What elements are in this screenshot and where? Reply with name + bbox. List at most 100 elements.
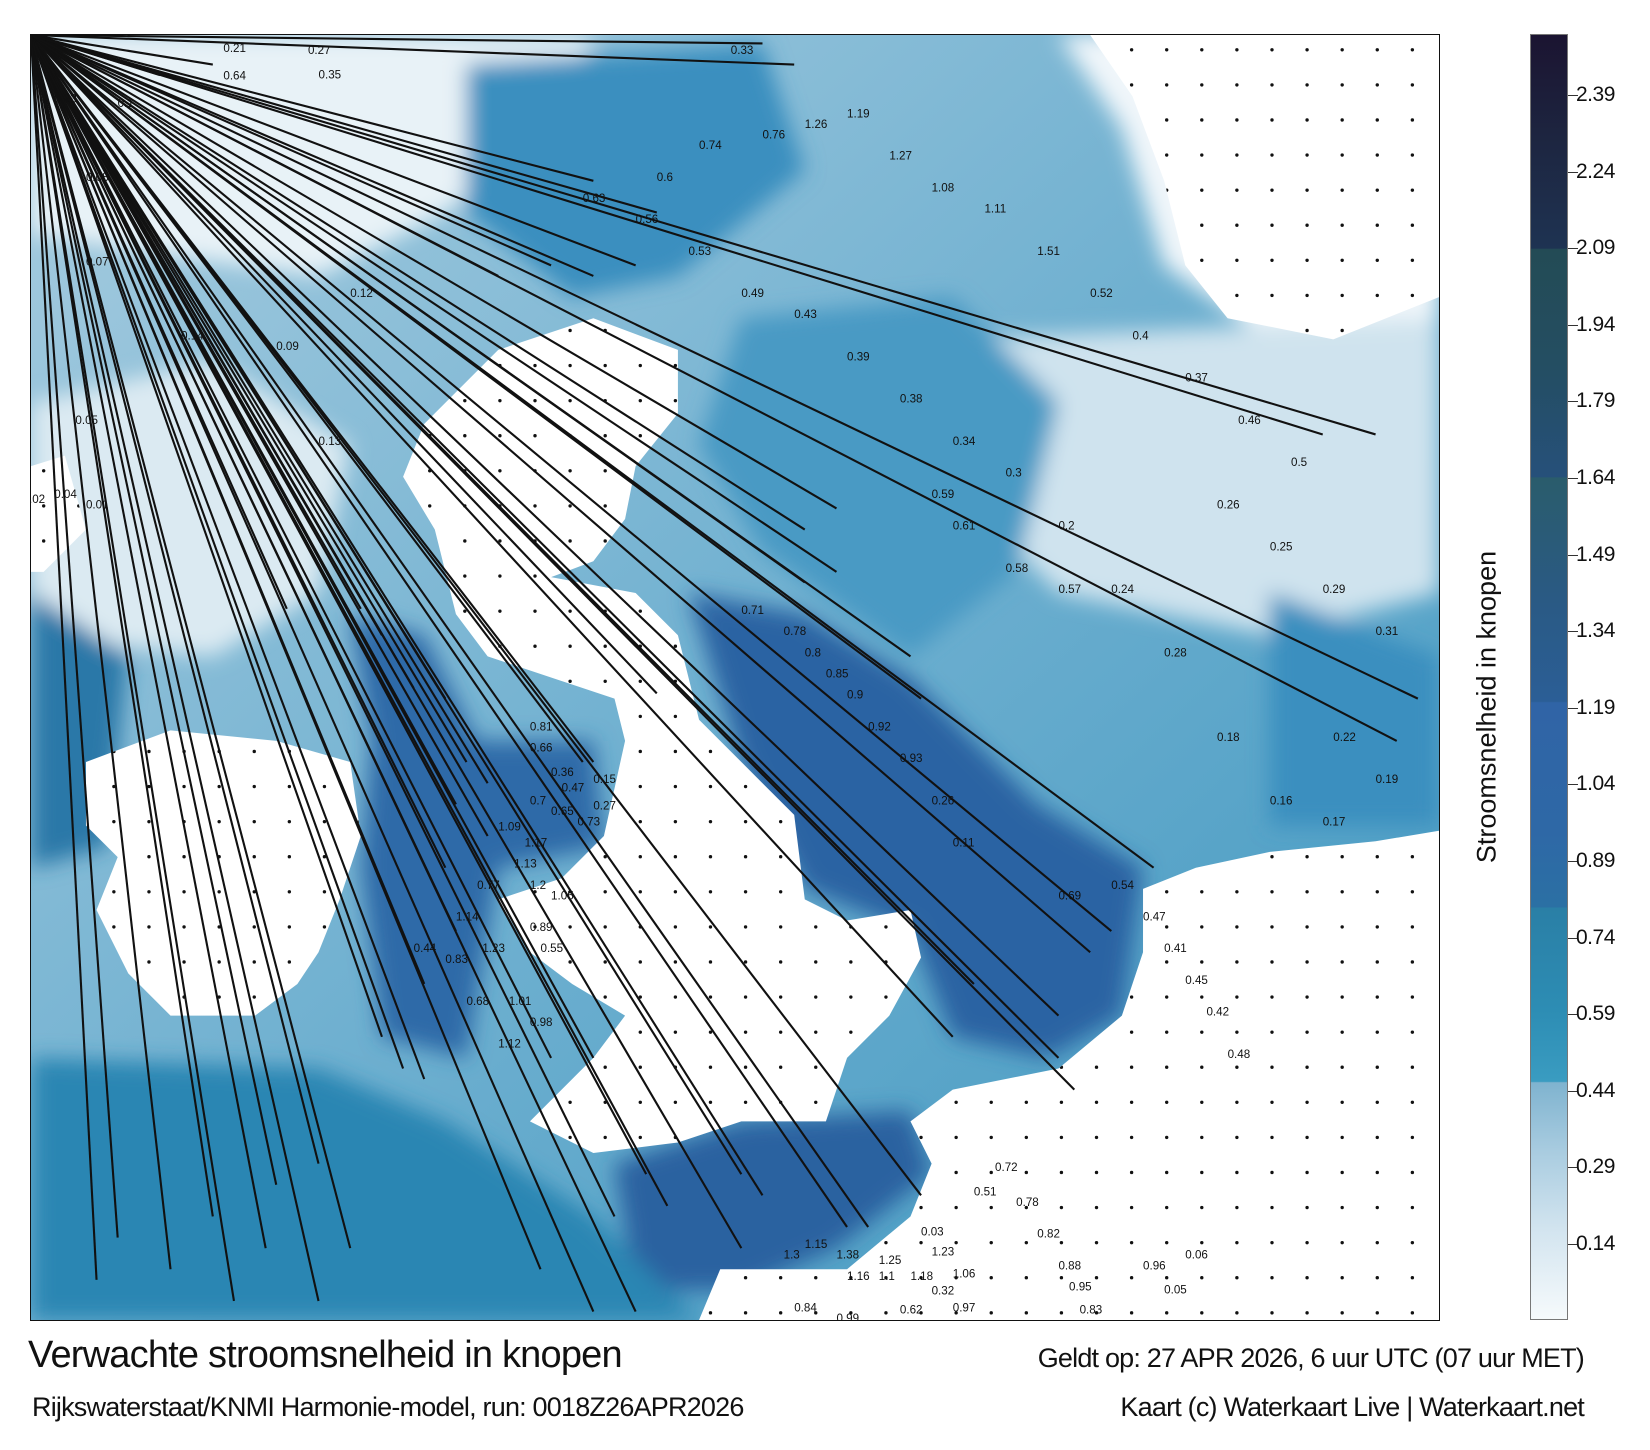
zero-current-dot [147,819,151,824]
colorbar-tick [1568,248,1578,250]
zero-current-dot [989,1170,993,1175]
zero-current-dot [638,1135,642,1140]
zero-current-dot [1165,1276,1169,1280]
current-arrow [31,35,489,784]
land-area [1090,35,1439,340]
zero-current-dot [1059,1170,1064,1175]
zero-current-dot [743,819,748,824]
zero-current-dot [673,644,678,648]
zero-current-dot [1305,328,1309,333]
zero-current-dot [1375,925,1379,929]
zero-current-dot [568,469,572,473]
zero-current-dot [287,925,292,929]
zero-current-dot [1059,1276,1064,1280]
current-arrow [31,35,838,510]
colorbar-tick-label: 0.29 [1576,1155,1615,1179]
current-value-label: 1.08 [932,181,955,194]
zero-current-dot [1340,118,1344,122]
zero-current-dot [41,504,46,508]
zero-current-dot [603,434,607,438]
zero-current-dot [743,960,748,964]
zero-current-dot [1305,153,1309,157]
zero-current-dot [814,960,818,964]
zero-current-dot [1375,995,1379,999]
current-value-label: 0.77 [477,879,500,892]
zero-current-dot [1165,1170,1169,1175]
zero-current-dot [1410,118,1415,122]
current-value-label: 1.12 [498,1037,521,1050]
current-value-label: 1.38 [836,1249,859,1262]
zero-current-dot [1410,1205,1415,1210]
current-value-label: 0.69 [1058,889,1081,902]
zero-current-dot [1305,1135,1309,1140]
zero-current-dot [252,925,256,929]
zero-current-dot [673,995,678,999]
zero-current-dot [954,1205,958,1210]
zero-current-dot [533,574,537,578]
current-value-label: 1.19 [847,107,870,120]
zero-current-dot [814,1100,818,1105]
zero-current-dot [1410,153,1415,157]
current-value-label: 0.03 [921,1225,944,1238]
zero-current-dot [1235,223,1239,227]
zero-current-dot [1270,960,1274,964]
zero-current-dot [1165,1100,1169,1105]
current-value-label: 0.41 [1164,942,1187,955]
zero-current-dot [1165,995,1169,999]
zero-current-dot [778,960,783,964]
zero-current-dot [1165,83,1169,87]
zero-current-dot [1410,48,1415,52]
current-arrow [31,35,912,658]
zero-current-dot [1235,995,1239,999]
current-value-label: 0.13 [319,435,342,448]
zero-current-dot [568,398,572,403]
zero-current-dot [1200,48,1204,52]
zero-current-dot [1200,258,1204,262]
zero-current-dot [603,890,607,894]
zero-current-dot [708,855,713,859]
zero-current-dot [1340,1065,1344,1069]
zero-current-dot [1024,1205,1029,1210]
zero-current-dot [1200,1205,1204,1210]
current-value-label: 0.48 [1228,1048,1251,1061]
zero-current-dot [1200,1311,1204,1315]
zero-current-dot [1165,48,1169,52]
zero-current-dot [1059,1135,1064,1140]
current-arrow [31,35,1419,700]
zero-current-dot [1200,995,1204,999]
zero-current-dot [708,1100,713,1105]
zero-current-dot [463,539,467,543]
zero-current-dot [1270,1100,1274,1105]
current-speed-region [614,1110,932,1291]
zero-current-dot [1410,1065,1415,1069]
colorbar-tick-label: 0.14 [1576,1232,1615,1255]
current-arrow [31,35,214,1217]
zero-current-dot [112,819,116,824]
zero-current-dot [1305,258,1309,262]
zero-current-dot [743,1030,748,1034]
current-value-label: 0.4 [1132,329,1149,342]
current-value-label: 0.49 [741,287,764,300]
zero-current-dot [1375,188,1379,192]
current-speed-map[interactable]: 0.21 0.27 0.35 0.33 0.23 0.1 0.08 0.07 0.14 0.05 0… [30,34,1440,1321]
current-value-label: 0.02 [31,493,45,506]
current-value-label: 0.38 [900,393,923,406]
zero-current-dot [814,1311,818,1315]
zero-current-dot [919,1135,923,1140]
zero-current-dot [1270,188,1274,192]
zero-current-dot [1235,890,1239,894]
zero-current-dot [638,1030,642,1034]
current-value-label: 0.59 [932,488,955,501]
current-value-label: 1.13 [514,858,537,871]
zero-current-dot [287,819,292,824]
zero-current-dot [1235,1030,1239,1034]
zero-current-dot [1340,855,1344,859]
zero-current-dot [814,1030,818,1034]
zero-current-dot [778,1311,783,1315]
zero-current-dot [1200,118,1204,122]
zero-current-dot [1410,995,1415,999]
zero-current-dot [1129,1276,1134,1280]
zero-current-dot [498,539,502,543]
current-arrow [31,35,658,214]
zero-current-dot [778,819,783,824]
